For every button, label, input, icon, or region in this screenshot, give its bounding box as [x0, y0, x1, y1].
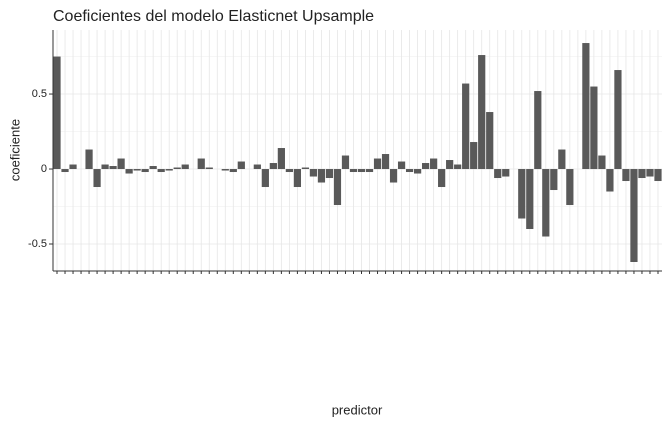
- bar: [197, 158, 205, 170]
- bar: [646, 169, 654, 177]
- bar: [293, 169, 302, 188]
- bar: [470, 142, 478, 170]
- bar: [117, 158, 125, 170]
- bar: [269, 163, 277, 170]
- bar: [53, 56, 61, 170]
- bar: [237, 161, 245, 170]
- bar: [261, 169, 269, 188]
- bar: [101, 164, 109, 170]
- bar: [333, 169, 342, 206]
- bar: [365, 169, 374, 173]
- bar: [654, 169, 662, 182]
- bar: [446, 160, 454, 170]
- bar: [373, 158, 382, 170]
- bar: [454, 164, 462, 170]
- bar: [582, 43, 590, 170]
- bar: [221, 169, 229, 171]
- bar: [478, 55, 486, 170]
- chart-title: Coeficientes del modelo Elasticnet Upsam…: [53, 8, 374, 25]
- bar: [133, 169, 141, 171]
- bar: [606, 169, 614, 192]
- bar: [69, 164, 77, 170]
- bar: [486, 112, 494, 170]
- bar: [141, 169, 149, 173]
- bar: [157, 169, 165, 173]
- y-tick-label: 0: [41, 163, 47, 175]
- bar: [405, 169, 414, 173]
- bar: [149, 166, 157, 170]
- bar: [309, 169, 318, 177]
- bar: [502, 169, 510, 177]
- bar: [566, 169, 574, 206]
- bar: [61, 169, 69, 173]
- bar: [558, 149, 566, 170]
- bar: [630, 169, 638, 263]
- bar: [277, 148, 285, 170]
- bar: [438, 169, 446, 188]
- bar: [462, 83, 470, 170]
- bar: [341, 155, 350, 170]
- bar: [534, 91, 542, 170]
- bar: [165, 169, 173, 171]
- bar: [109, 166, 117, 170]
- y-tick-label: -0.5: [28, 238, 47, 250]
- bar: [494, 169, 502, 179]
- x-axis-label: predictor: [332, 402, 383, 417]
- bar: [301, 167, 310, 170]
- bar: [173, 167, 181, 170]
- bar: [422, 163, 430, 170]
- bar: [413, 169, 422, 174]
- bar: [430, 158, 438, 170]
- bar: [638, 169, 646, 179]
- bar: [622, 169, 630, 182]
- bar: [381, 154, 390, 170]
- bar: [181, 164, 189, 170]
- bar: [205, 167, 213, 170]
- bar: [357, 169, 366, 173]
- bar: [325, 169, 334, 179]
- y-tick-label: 0.5: [32, 88, 47, 100]
- bar: [349, 169, 358, 173]
- bar: [614, 70, 622, 170]
- bar: [93, 169, 101, 188]
- bar: [518, 169, 526, 219]
- bar: [526, 169, 534, 230]
- bar: [229, 169, 237, 173]
- bar: [542, 169, 550, 237]
- bar: [397, 161, 406, 170]
- bar: [598, 155, 606, 170]
- bar: [389, 169, 398, 183]
- bar: [125, 169, 133, 174]
- bar: [590, 86, 598, 170]
- bar: [285, 169, 293, 173]
- bar: [85, 149, 93, 170]
- y-axis-label: coeficiente: [7, 119, 22, 181]
- bar: [253, 164, 261, 170]
- bar: [317, 169, 326, 183]
- bar: [550, 169, 558, 191]
